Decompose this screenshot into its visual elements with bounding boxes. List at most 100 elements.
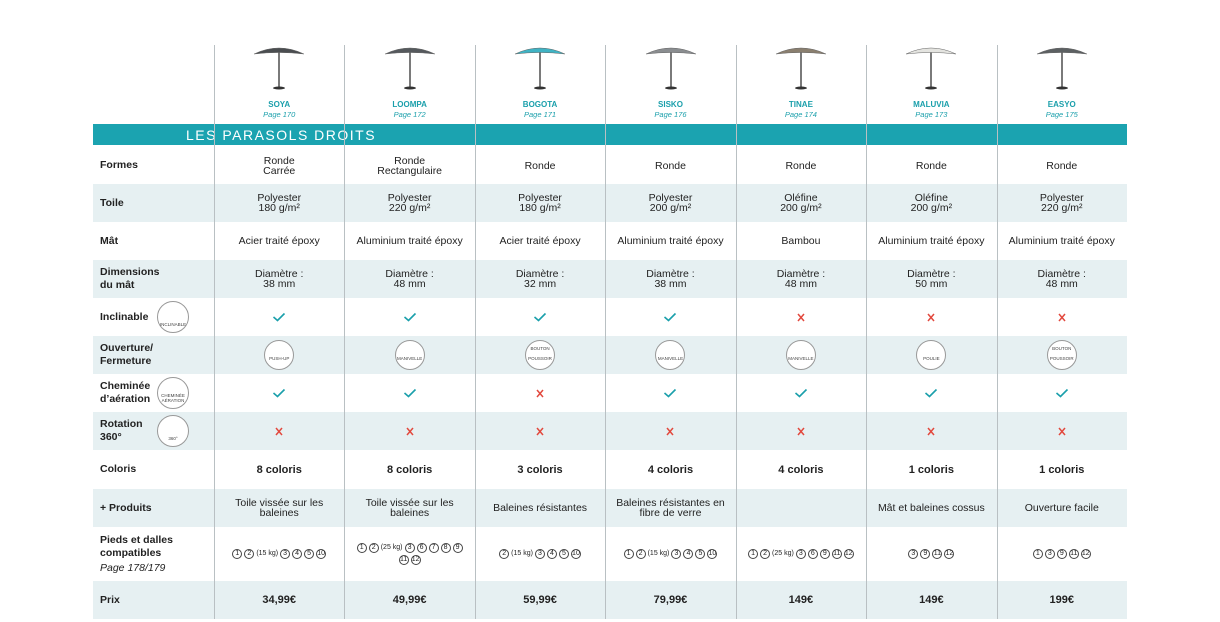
parasol-image	[645, 47, 696, 90]
row-shade	[93, 184, 1127, 222]
table-cell: Ronde	[915, 159, 947, 172]
weight-note: (15 kg)	[256, 550, 279, 557]
table-cell: BOUTON POUSSOIR	[997, 336, 1127, 374]
table-cell	[605, 298, 735, 336]
table-cell: Bambou	[781, 235, 821, 247]
table-cell: MANIVELLE	[736, 336, 866, 374]
product-page: Page 175	[1045, 110, 1078, 119]
feet-number: 12	[1080, 549, 1091, 559]
weight-note: (15 kg)	[511, 550, 533, 557]
table-cell: Polyester 200 g/m²	[648, 192, 693, 214]
table-cell	[866, 298, 996, 336]
label-icon: 360°	[157, 415, 189, 447]
table-cell: Oléfine 200 g/m²	[910, 192, 953, 214]
table-cell: Diamètre : 48 mm	[1037, 268, 1086, 290]
table-cell	[214, 298, 344, 336]
row-label-main: Coloris	[100, 463, 137, 475]
table-cell: 3 9 11 12	[866, 527, 996, 581]
row-label-main: Pieds et dalles compatibles	[100, 533, 173, 559]
row-label-text: + Produits	[100, 502, 152, 515]
product-name: EASYO	[1047, 100, 1076, 109]
row-label: Formes	[93, 147, 214, 184]
feet-number: 2	[760, 549, 771, 559]
table-cell: Oléfine 200 g/m²	[780, 192, 822, 214]
opening-icon: BOUTON POUSSOIR	[525, 340, 556, 370]
feet-number: 4	[292, 549, 303, 559]
table-cell: Baleines résistantes	[493, 502, 588, 514]
row-label: + Produits	[93, 489, 214, 527]
parasol-image	[775, 47, 827, 90]
table-cell	[475, 298, 605, 336]
feet-number: 10	[570, 549, 581, 559]
feet-number: 4	[683, 549, 694, 559]
table-cell: 8 coloris	[387, 463, 433, 476]
feet-number: 11	[1068, 549, 1079, 559]
opening-icon: PUSH-UP	[264, 340, 295, 370]
row-label-text: Inclinable	[100, 311, 148, 324]
column-divider	[474, 45, 476, 619]
table-cell	[866, 374, 996, 412]
product-name: TINAE	[788, 100, 813, 109]
row-label-text: Toile	[100, 197, 124, 210]
table-cell: MANIVELLE	[605, 336, 735, 374]
feet-number: 1	[1032, 549, 1043, 559]
row-label: Dimensions du mât	[93, 260, 214, 298]
table-cell: Polyester 180 g/m²	[257, 192, 302, 214]
feet-number: 9	[1056, 549, 1067, 559]
column-divider	[866, 45, 868, 619]
product-page: Page 176	[654, 110, 687, 119]
parasol-image	[384, 47, 435, 90]
table-cell: 199€	[1049, 594, 1075, 606]
check-mark	[1055, 388, 1068, 398]
feet-number: 3	[534, 549, 545, 559]
feet-number: 9	[920, 549, 931, 559]
feet-number: 2	[499, 549, 510, 559]
opening-icon: MANIVELLE	[655, 340, 686, 370]
feet-number: 11	[398, 555, 409, 565]
table-cell	[866, 412, 996, 450]
row-label-text: Pieds et dalles compatibles Page 178/179	[100, 534, 173, 575]
table-cell: Ouverture facile	[1024, 502, 1099, 514]
feet-number: 9	[452, 543, 463, 553]
parasol-image	[254, 47, 305, 90]
weight-note: (15 kg)	[647, 550, 670, 557]
row-label: Pieds et dalles compatibles Page 178/179	[93, 527, 214, 581]
table-cell: Aluminium traité époxy	[356, 235, 463, 247]
table-cell: PUSH-UP	[214, 336, 344, 374]
row-shade	[93, 412, 1127, 450]
feet-number: 2	[635, 549, 646, 559]
table-cell: Aluminium traité époxy	[1008, 235, 1115, 247]
check-mark	[664, 312, 677, 322]
cross-mark	[1058, 427, 1066, 435]
product-page: Page 172	[393, 110, 426, 119]
section-title: LES PARASOLS DROITS	[186, 127, 377, 143]
table-cell: 1 coloris	[1039, 463, 1085, 476]
feet-number: 10	[707, 549, 718, 559]
row-label-text: Mât	[100, 235, 118, 248]
feet-number: 6	[416, 543, 427, 553]
check-mark	[403, 388, 416, 398]
feet-number: 5	[304, 549, 315, 559]
row-label: Coloris	[93, 450, 214, 489]
table-cell: 34,99€	[262, 594, 297, 606]
check-mark	[534, 312, 547, 322]
opening-icon: POULIE	[916, 340, 947, 370]
row-label-main: Dimensions du mât	[100, 266, 160, 291]
feet-number: 3	[795, 549, 806, 559]
table-cell	[736, 489, 866, 527]
row-label: Inclinable	[93, 298, 214, 336]
table-cell: Baleines résistantes en fibre de verre	[616, 497, 725, 519]
row-label-main: Inclinable	[100, 310, 149, 323]
column-divider	[344, 45, 346, 619]
opening-icon: BOUTON POUSSOIR	[1046, 340, 1077, 370]
table-cell: MANIVELLE	[344, 336, 474, 374]
table-cell: 4 coloris	[778, 463, 824, 476]
cross-mark	[666, 427, 675, 435]
table-cell: Polyester 220 g/m²	[387, 192, 432, 214]
feet-number: 1	[623, 549, 634, 559]
feet-number: 3	[671, 549, 682, 559]
table-cell	[736, 412, 866, 450]
product-page: Page 171	[523, 110, 557, 119]
table-cell	[214, 374, 344, 412]
table-cell: 1 2 (25 kg) 3 6 7 8 9 11 12	[344, 527, 474, 581]
